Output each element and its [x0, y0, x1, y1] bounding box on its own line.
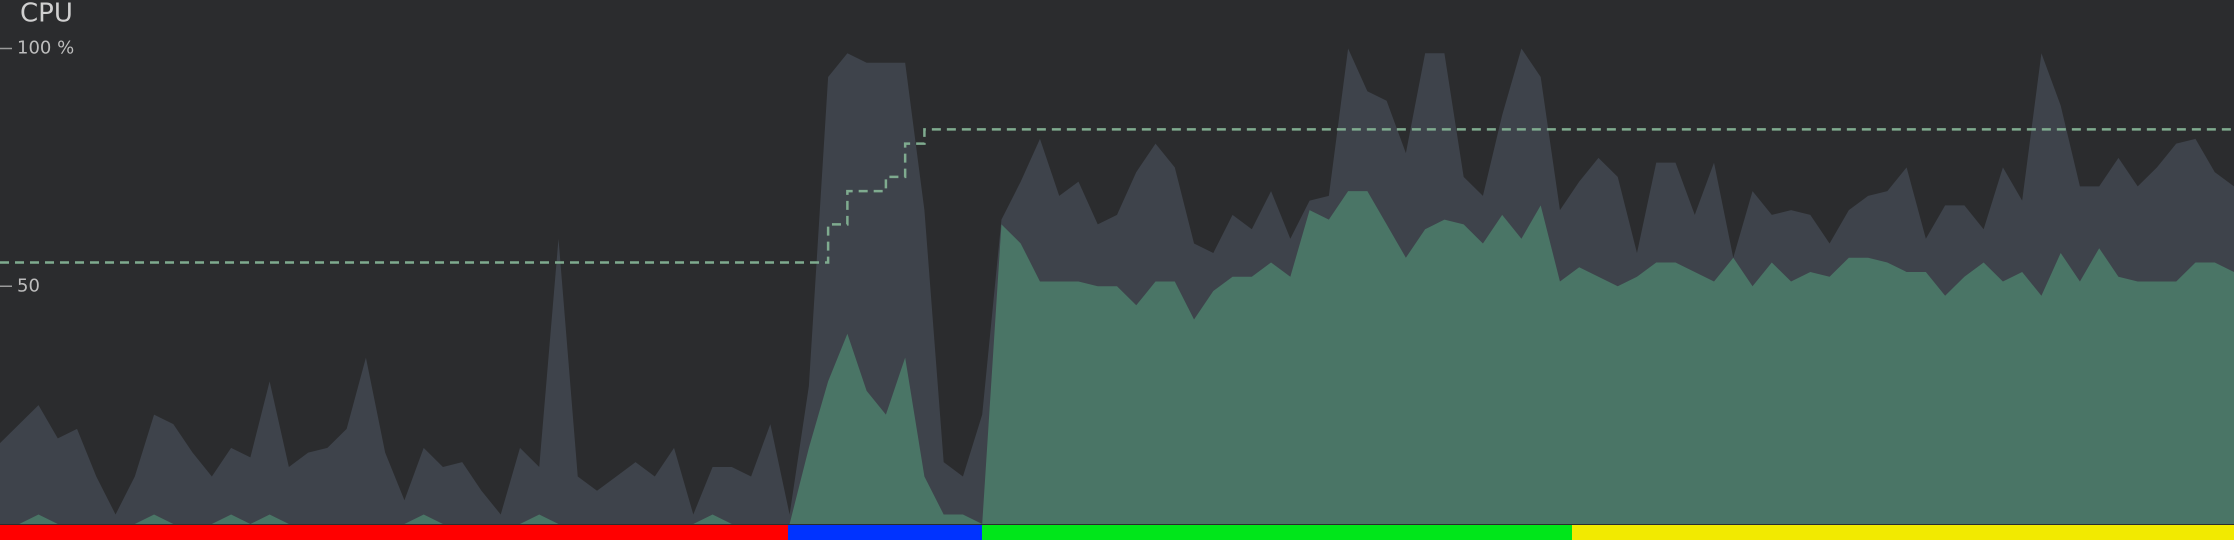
state-segment	[982, 525, 1572, 540]
state-segment	[0, 525, 788, 540]
chart-title: CPU	[20, 0, 73, 29]
y-tick-label: 100 %	[17, 38, 74, 59]
state-segment	[788, 525, 982, 540]
state-segment	[1572, 525, 2234, 540]
thread-state-bar	[0, 525, 2234, 540]
y-tick-label: 50	[17, 275, 40, 296]
cpu-area	[0, 191, 2234, 524]
y-axis: 100 % 50	[0, 38, 74, 296]
plot-area	[0, 48, 2234, 524]
thread-line	[0, 128, 2234, 264]
